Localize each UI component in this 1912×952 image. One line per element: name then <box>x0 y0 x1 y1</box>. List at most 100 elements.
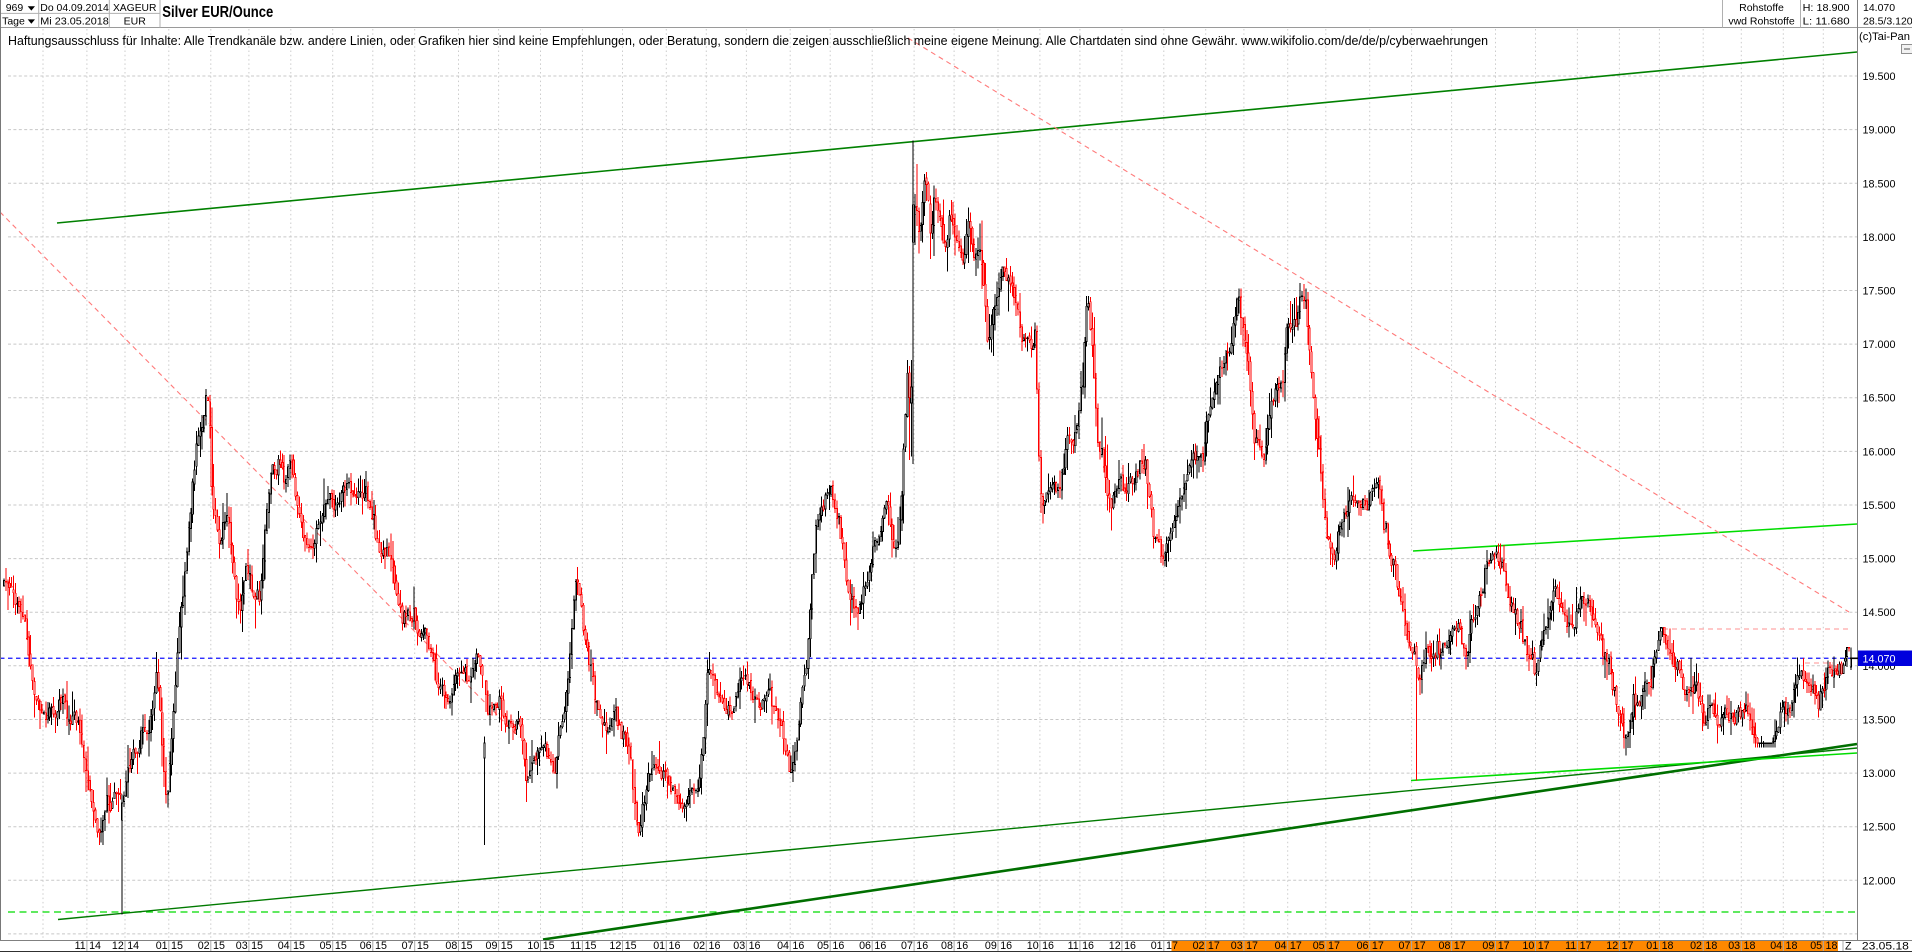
svg-text:16: 16 <box>1082 940 1094 952</box>
svg-text:08: 08 <box>941 940 953 952</box>
svg-text:18: 18 <box>1826 940 1838 952</box>
svg-text:18: 18 <box>1744 940 1756 952</box>
svg-text:17: 17 <box>1166 940 1178 952</box>
svg-text:14.070: 14.070 <box>1863 654 1896 666</box>
svg-text:16: 16 <box>792 940 804 952</box>
svg-text:17.000: 17.000 <box>1863 339 1896 351</box>
svg-text:(c)Tai-Pan: (c)Tai-Pan <box>1859 31 1910 43</box>
svg-text:11: 11 <box>1068 940 1079 952</box>
svg-text:15: 15 <box>461 940 473 952</box>
svg-text:16: 16 <box>669 940 681 952</box>
svg-text:Tage: Tage <box>2 15 25 27</box>
svg-text:16.000: 16.000 <box>1863 446 1896 458</box>
svg-text:04: 04 <box>1770 940 1782 952</box>
svg-text:23.05.18: 23.05.18 <box>1862 940 1909 952</box>
svg-text:16: 16 <box>1000 940 1012 952</box>
svg-text:16: 16 <box>956 940 968 952</box>
svg-text:16: 16 <box>709 940 721 952</box>
svg-text:02: 02 <box>693 940 705 952</box>
svg-text:09: 09 <box>1482 940 1494 952</box>
svg-text:09: 09 <box>985 940 997 952</box>
svg-text:15: 15 <box>171 940 183 952</box>
svg-text:12: 12 <box>1606 940 1618 952</box>
svg-text:09: 09 <box>486 940 498 952</box>
svg-text:L: 11.680: L: 11.680 <box>1803 15 1850 27</box>
svg-text:08: 08 <box>445 940 457 952</box>
svg-text:16: 16 <box>874 940 886 952</box>
svg-text:16: 16 <box>832 940 844 952</box>
svg-text:03: 03 <box>1728 940 1740 952</box>
svg-text:28.5/3.120: 28.5/3.120 <box>1863 15 1912 27</box>
svg-text:12.500: 12.500 <box>1863 822 1896 834</box>
svg-text:17.500: 17.500 <box>1863 286 1896 298</box>
svg-text:18.500: 18.500 <box>1863 178 1896 190</box>
svg-text:07: 07 <box>901 940 913 952</box>
svg-text:10: 10 <box>527 940 539 952</box>
svg-text:15.500: 15.500 <box>1863 500 1896 512</box>
svg-text:17: 17 <box>1246 940 1258 952</box>
svg-text:03: 03 <box>236 940 248 952</box>
svg-text:12: 12 <box>1109 940 1121 952</box>
svg-text:06: 06 <box>859 940 871 952</box>
svg-text:05: 05 <box>320 940 332 952</box>
svg-text:15: 15 <box>375 940 387 952</box>
svg-text:01: 01 <box>653 940 665 952</box>
svg-text:17: 17 <box>1414 940 1426 952</box>
svg-text:EUR: EUR <box>124 15 147 27</box>
svg-text:04: 04 <box>278 940 290 952</box>
svg-text:03: 03 <box>733 940 745 952</box>
svg-text:Z: Z <box>1845 940 1852 952</box>
svg-text:Haftungsausschluss für Inhalte: Haftungsausschluss für Inhalte: Alle Tre… <box>8 33 1488 48</box>
svg-text:05: 05 <box>1810 940 1822 952</box>
svg-text:15.000: 15.000 <box>1863 554 1896 566</box>
svg-text:10: 10 <box>1027 940 1039 952</box>
svg-text:07: 07 <box>402 940 414 952</box>
svg-text:17: 17 <box>1372 940 1384 952</box>
svg-text:15: 15 <box>335 940 347 952</box>
svg-text:19.500: 19.500 <box>1863 71 1896 83</box>
svg-text:Rohstoffe: Rohstoffe <box>1739 2 1784 14</box>
svg-text:03: 03 <box>1231 940 1243 952</box>
svg-text:vwd Rohstoffe: vwd Rohstoffe <box>1728 15 1795 27</box>
svg-text:15: 15 <box>625 940 637 952</box>
svg-text:17: 17 <box>1622 940 1634 952</box>
svg-text:13.000: 13.000 <box>1863 768 1896 780</box>
svg-text:14.500: 14.500 <box>1863 607 1896 619</box>
svg-text:18: 18 <box>1786 940 1798 952</box>
svg-text:19.000: 19.000 <box>1863 125 1896 137</box>
svg-text:16: 16 <box>1042 940 1054 952</box>
svg-text:15: 15 <box>293 940 305 952</box>
svg-text:Mi 23.05.2018: Mi 23.05.2018 <box>40 15 109 27</box>
svg-text:11: 11 <box>570 940 581 952</box>
svg-text:11: 11 <box>75 940 86 952</box>
svg-text:18: 18 <box>1705 940 1717 952</box>
svg-text:11: 11 <box>1565 940 1576 952</box>
svg-text:14: 14 <box>127 940 139 952</box>
svg-text:Silver EUR/Ounce: Silver EUR/Ounce <box>162 4 273 21</box>
svg-text:Do 04.09.2014: Do 04.09.2014 <box>40 2 109 14</box>
svg-text:15: 15 <box>585 940 597 952</box>
svg-text:08: 08 <box>1439 940 1451 952</box>
svg-text:15: 15 <box>417 940 429 952</box>
svg-text:07: 07 <box>1399 940 1411 952</box>
svg-text:15: 15 <box>501 940 513 952</box>
svg-text:02: 02 <box>1193 940 1205 952</box>
svg-text:12: 12 <box>609 940 621 952</box>
svg-text:05: 05 <box>1313 940 1325 952</box>
svg-text:04: 04 <box>777 940 789 952</box>
svg-text:XAGEUR: XAGEUR <box>113 2 157 14</box>
svg-text:04: 04 <box>1275 940 1287 952</box>
svg-text:06: 06 <box>360 940 372 952</box>
svg-text:06: 06 <box>1357 940 1369 952</box>
svg-text:17: 17 <box>1538 940 1550 952</box>
svg-text:18.000: 18.000 <box>1863 232 1896 244</box>
svg-text:01: 01 <box>1646 940 1658 952</box>
svg-text:01: 01 <box>1151 940 1163 952</box>
svg-text:17: 17 <box>1290 940 1302 952</box>
svg-text:16.500: 16.500 <box>1863 393 1896 405</box>
svg-text:12: 12 <box>112 940 124 952</box>
svg-text:16: 16 <box>916 940 928 952</box>
svg-text:05: 05 <box>817 940 829 952</box>
svg-text:10: 10 <box>1522 940 1534 952</box>
svg-text:H: 18.900: H: 18.900 <box>1803 2 1850 14</box>
